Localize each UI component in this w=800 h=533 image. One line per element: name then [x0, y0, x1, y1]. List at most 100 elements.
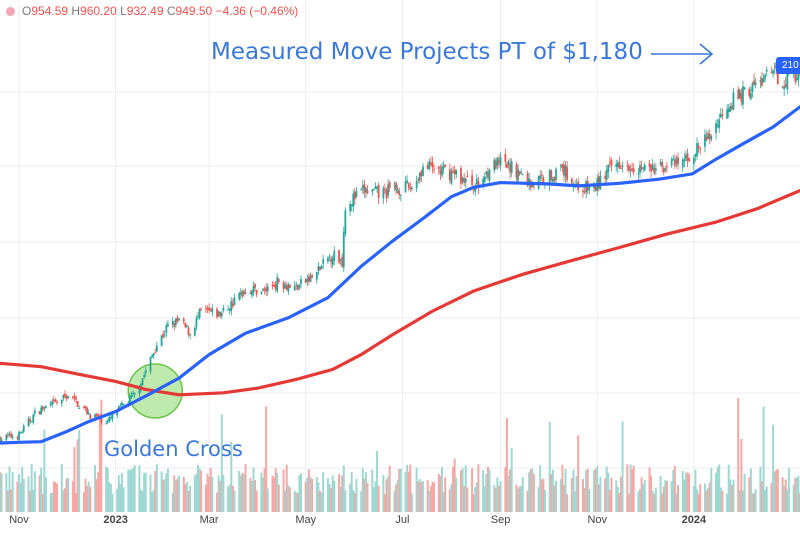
volume-bar: [518, 486, 521, 512]
candle-body: [376, 187, 378, 189]
candle-body: [333, 250, 336, 261]
low-label: L: [120, 4, 127, 18]
volume-bar: [130, 469, 133, 512]
price-scale-tag[interactable]: 210: [776, 57, 800, 74]
candle-body: [155, 345, 158, 352]
volume-bar: [640, 477, 643, 512]
candle-body: [626, 165, 629, 167]
volume-bar: [98, 418, 101, 512]
volume-bar: [781, 477, 784, 512]
volume-bar: [222, 475, 225, 512]
volume-bar: [111, 493, 114, 512]
candle-body: [222, 307, 225, 311]
candle-body: [770, 72, 773, 74]
candle-body: [754, 82, 757, 85]
candle-body: [488, 169, 491, 181]
volume-bar: [448, 489, 451, 512]
volume-bar: [409, 464, 412, 512]
volume-bar: [575, 476, 578, 512]
candle-body: [109, 417, 112, 419]
volume-bar: [461, 468, 464, 512]
candle-body: [352, 193, 355, 207]
volume-bar: [787, 468, 790, 512]
volume-bar: [562, 484, 565, 512]
volume-bar: [786, 489, 789, 512]
candle-body: [106, 420, 109, 423]
volume-bar: [730, 485, 733, 512]
candle-body: [715, 123, 717, 133]
volume-bar: [355, 478, 358, 512]
volume-bar: [353, 492, 356, 512]
candle-body: [675, 158, 678, 164]
volume-bar: [740, 438, 743, 512]
candle-body: [0, 436, 1, 443]
candle-body: [233, 297, 236, 306]
candle-body: [62, 394, 65, 399]
candle-body: [795, 77, 798, 80]
volume-bar: [437, 474, 440, 512]
candle-body: [64, 393, 66, 397]
volume-bar: [230, 441, 233, 512]
candle-body: [429, 162, 432, 165]
volume-bar: [78, 429, 81, 512]
volume-bar: [163, 479, 166, 512]
candle-body: [461, 177, 464, 182]
candle-body: [385, 189, 388, 199]
x-tick-label: Nov: [587, 514, 607, 526]
volume-bar: [743, 473, 746, 512]
volume-bar: [749, 468, 752, 512]
volume-bar: [542, 478, 545, 512]
candle-body: [621, 165, 624, 167]
candle-body: [178, 318, 180, 321]
volume-bar: [296, 493, 299, 512]
volume-bar: [719, 487, 722, 512]
volume-bar: [721, 490, 724, 512]
candle-body: [499, 157, 502, 166]
volume-bar: [665, 481, 668, 512]
volume-bar: [18, 474, 21, 512]
volume-bar: [670, 481, 673, 512]
candle-body: [19, 432, 22, 434]
candle-body: [49, 403, 52, 406]
candle-body: [121, 402, 123, 406]
candle-body: [409, 187, 412, 190]
volume-bar: [56, 483, 59, 512]
x-tick-label: 2023: [103, 514, 128, 526]
candle-body: [97, 415, 100, 418]
volume-bar: [715, 472, 718, 512]
candle-body: [372, 189, 375, 191]
volume-bar: [241, 473, 244, 512]
candle-body: [672, 158, 675, 160]
candle-body: [431, 162, 434, 168]
volume-bar: [299, 473, 302, 512]
volume-bar: [273, 477, 276, 512]
candle-body: [628, 165, 630, 171]
volume-bar: [317, 482, 320, 512]
volume-bar: [328, 483, 331, 512]
volume-bar: [284, 490, 287, 512]
candle-body: [250, 290, 253, 296]
candle-body: [618, 162, 621, 169]
candle-body: [404, 181, 407, 192]
candle-body: [56, 402, 58, 404]
volume-bar: [193, 475, 196, 512]
volume-bar: [521, 477, 524, 512]
volume-bar: [648, 467, 651, 512]
candle-body: [681, 159, 684, 168]
candle-body: [331, 257, 334, 265]
volume-bar: [684, 472, 687, 512]
candle-body: [167, 324, 169, 327]
volume-bar: [396, 480, 399, 512]
candle-body: [138, 388, 141, 394]
volume-bar: [10, 489, 13, 512]
candle-body: [518, 171, 521, 175]
candle-body: [105, 423, 108, 425]
candle-body: [277, 279, 280, 283]
volume-bar: [239, 475, 242, 512]
candle-body: [582, 190, 584, 193]
volume-bar: [287, 485, 290, 512]
volume-bar: [285, 464, 288, 512]
candle-body: [716, 125, 719, 127]
candle-body: [683, 159, 686, 162]
